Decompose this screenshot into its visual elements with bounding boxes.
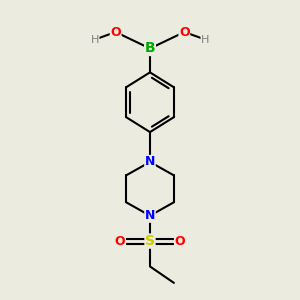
Text: S: S	[145, 234, 155, 248]
Text: N: N	[145, 155, 155, 168]
Text: O: O	[110, 26, 121, 38]
Text: O: O	[115, 235, 125, 248]
Text: O: O	[175, 235, 185, 248]
Text: H: H	[201, 34, 209, 44]
Text: N: N	[145, 209, 155, 222]
Text: B: B	[145, 41, 155, 56]
Text: O: O	[179, 26, 190, 38]
Text: H: H	[91, 34, 99, 44]
